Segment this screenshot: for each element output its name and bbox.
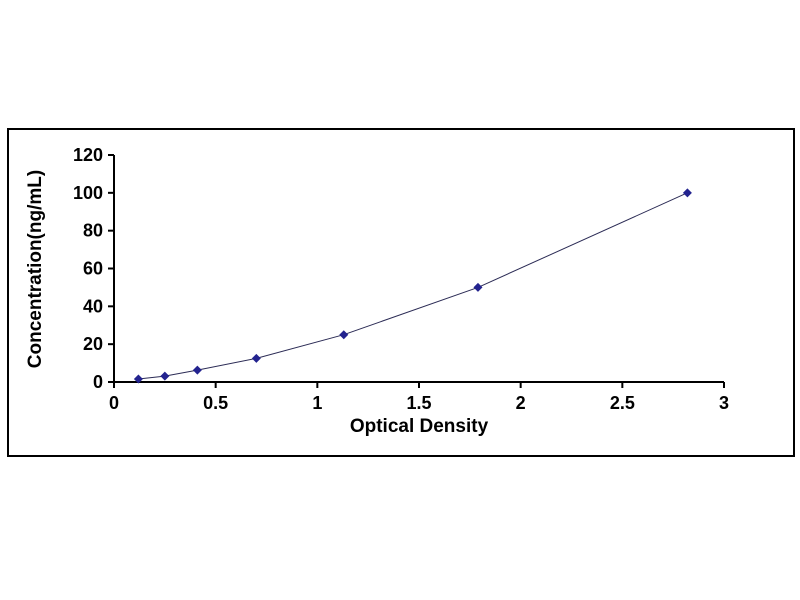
x-tick-label: 1 <box>312 393 322 413</box>
standard-curve-chart: 0 0.5 1 1.5 2 2.5 3 0 20 40 60 80 100 120 Optical De… <box>25 145 729 437</box>
chart-frame: 0 0.5 1 1.5 2 2.5 3 0 20 40 60 80 100 120 Optical De… <box>7 128 795 457</box>
data-point-diamond <box>339 330 349 340</box>
y-axis-ticks: 0 20 40 60 80 100 120 <box>73 145 114 392</box>
data-series-line <box>138 192 688 380</box>
x-axis-title: Optical Density <box>350 416 489 437</box>
x-tick-label: 0.5 <box>203 393 228 413</box>
y-tick-label: 60 <box>83 259 103 279</box>
data-point-diamond <box>251 353 261 363</box>
y-tick-label: 120 <box>73 145 103 165</box>
y-tick-label: 100 <box>73 183 103 203</box>
data-point-diamond <box>682 188 692 198</box>
data-point-diamond <box>133 374 143 384</box>
axes <box>113 155 724 383</box>
x-axis-ticks: 0 0.5 1 1.5 2 2.5 3 <box>109 382 729 413</box>
y-axis-title: Concentration(ng/mL) <box>25 170 46 368</box>
x-tick-label: 2 <box>516 393 526 413</box>
x-tick-label: 1.5 <box>406 393 431 413</box>
y-tick-label: 20 <box>83 334 103 354</box>
x-tick-label: 3 <box>719 393 729 413</box>
data-point-markers <box>133 188 692 384</box>
y-tick-label: 40 <box>83 296 103 316</box>
data-point-diamond <box>473 282 483 292</box>
y-tick-label: 0 <box>93 372 103 392</box>
data-point-diamond <box>160 371 170 381</box>
x-tick-label: 0 <box>109 393 119 413</box>
x-tick-label: 2.5 <box>610 393 635 413</box>
y-tick-label: 80 <box>83 221 103 241</box>
data-point-diamond <box>192 365 202 375</box>
